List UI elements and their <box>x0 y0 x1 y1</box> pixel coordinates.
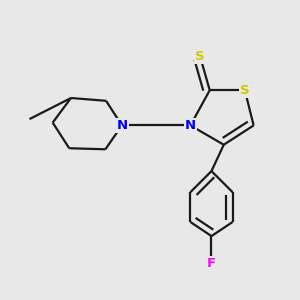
Text: N: N <box>185 119 196 132</box>
Text: F: F <box>207 256 216 270</box>
Text: S: S <box>195 50 205 63</box>
Text: N: N <box>116 119 128 132</box>
Text: S: S <box>240 84 250 97</box>
